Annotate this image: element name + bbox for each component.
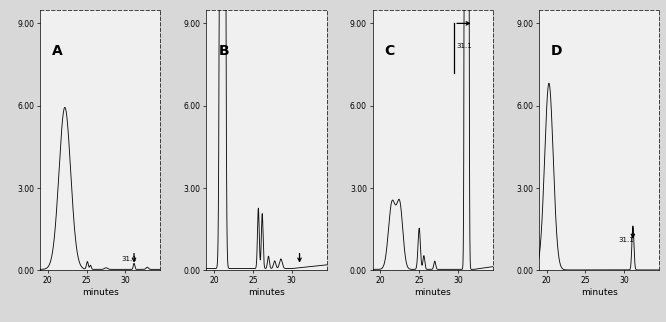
Text: 31.1: 31.1 bbox=[457, 43, 473, 49]
Text: 31.1: 31.1 bbox=[619, 237, 635, 243]
Text: A: A bbox=[52, 43, 63, 58]
X-axis label: minutes: minutes bbox=[248, 288, 285, 297]
Text: D: D bbox=[551, 43, 562, 58]
X-axis label: minutes: minutes bbox=[414, 288, 451, 297]
Text: C: C bbox=[384, 43, 395, 58]
X-axis label: minutes: minutes bbox=[82, 288, 119, 297]
Text: 31.1: 31.1 bbox=[122, 256, 137, 262]
X-axis label: minutes: minutes bbox=[581, 288, 617, 297]
Text: B: B bbox=[218, 43, 229, 58]
